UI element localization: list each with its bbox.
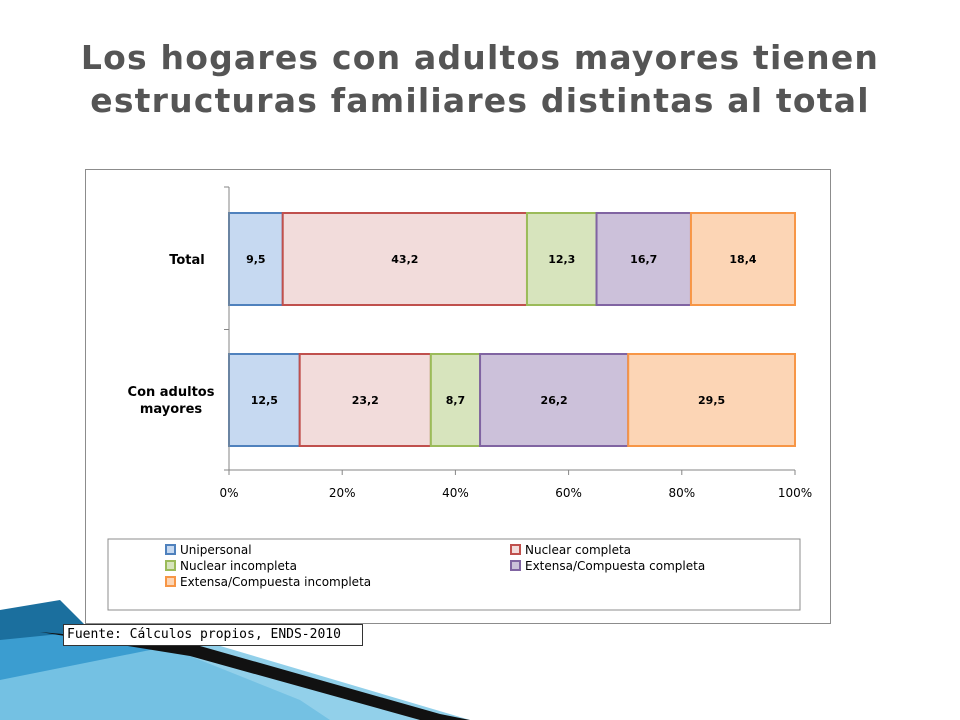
source-note: Fuente: Cálculos propios, ENDS-2010	[63, 624, 363, 646]
legend-swatch	[165, 560, 176, 571]
legend-box	[107, 538, 801, 611]
category-label: Con adultos mayores	[128, 385, 215, 417]
bar-segment	[595, 212, 692, 306]
bars-group: 9,5 43,2 12,3 16,7 18,4 12,5 23,2 8,7 26,2 29,5	[228, 212, 796, 447]
bar-segment	[627, 353, 796, 447]
bar-segment	[479, 353, 630, 447]
bar-data-label: 23,2	[352, 394, 379, 407]
bar-data-label: 9,5	[246, 253, 266, 266]
x-tick-label: 40%	[442, 486, 469, 500]
stacked-bar-chart: 9,5 43,2 12,3 16,7 18,4 12,5 23,2 8,7 26,2 29,5 T…	[107, 186, 812, 611]
bar-data-label: 16,7	[630, 253, 657, 266]
bar-segment	[298, 353, 432, 447]
bar-segment	[281, 212, 528, 306]
bar-data-label: 18,4	[729, 253, 756, 266]
bar-segment	[228, 212, 284, 306]
legend-label: Nuclear incompleta	[180, 559, 297, 573]
x-tick-label: 80%	[668, 486, 695, 500]
legend-label: Extensa/Compuesta completa	[525, 559, 705, 573]
legend-label: Nuclear completa	[525, 543, 631, 557]
bar-segment	[429, 353, 482, 447]
legend: Unipersonal Nuclear completa Nuclear incom…	[107, 538, 801, 611]
x-tick-label: 100%	[778, 486, 812, 500]
x-tick-label: 0%	[219, 486, 238, 500]
bar-data-label: 12,5	[251, 394, 278, 407]
bar-segment	[228, 353, 301, 447]
bar-data-label: 12,3	[548, 253, 575, 266]
legend-label: Unipersonal	[180, 543, 252, 557]
slide-title: Los hogares con adultos mayores tienen e…	[80, 38, 880, 120]
ribbon-black-stroke	[40, 632, 470, 720]
x-tick-label: 60%	[555, 486, 582, 500]
bar-data-label: 8,7	[446, 394, 466, 407]
bar-data-label: 43,2	[391, 253, 418, 266]
x-tick-label: 20%	[329, 486, 356, 500]
bar-data-label: 26,2	[541, 394, 568, 407]
category-label: Total	[169, 253, 205, 268]
legend-swatch	[510, 544, 521, 555]
legend-swatch	[165, 544, 176, 555]
bar-segment	[689, 212, 796, 306]
chart-frame: 9,5 43,2 12,3 16,7 18,4 12,5 23,2 8,7 26,2 29,5 T…	[85, 169, 831, 624]
legend-label: Extensa/Compuesta incompleta	[180, 575, 371, 589]
legend-swatch	[165, 576, 176, 587]
axes-group: Total Con adultos mayores 0% 20% 40% 60% 80% 100…	[128, 186, 812, 500]
legend-swatch	[510, 560, 521, 571]
bar-data-label: 29,5	[698, 394, 725, 407]
